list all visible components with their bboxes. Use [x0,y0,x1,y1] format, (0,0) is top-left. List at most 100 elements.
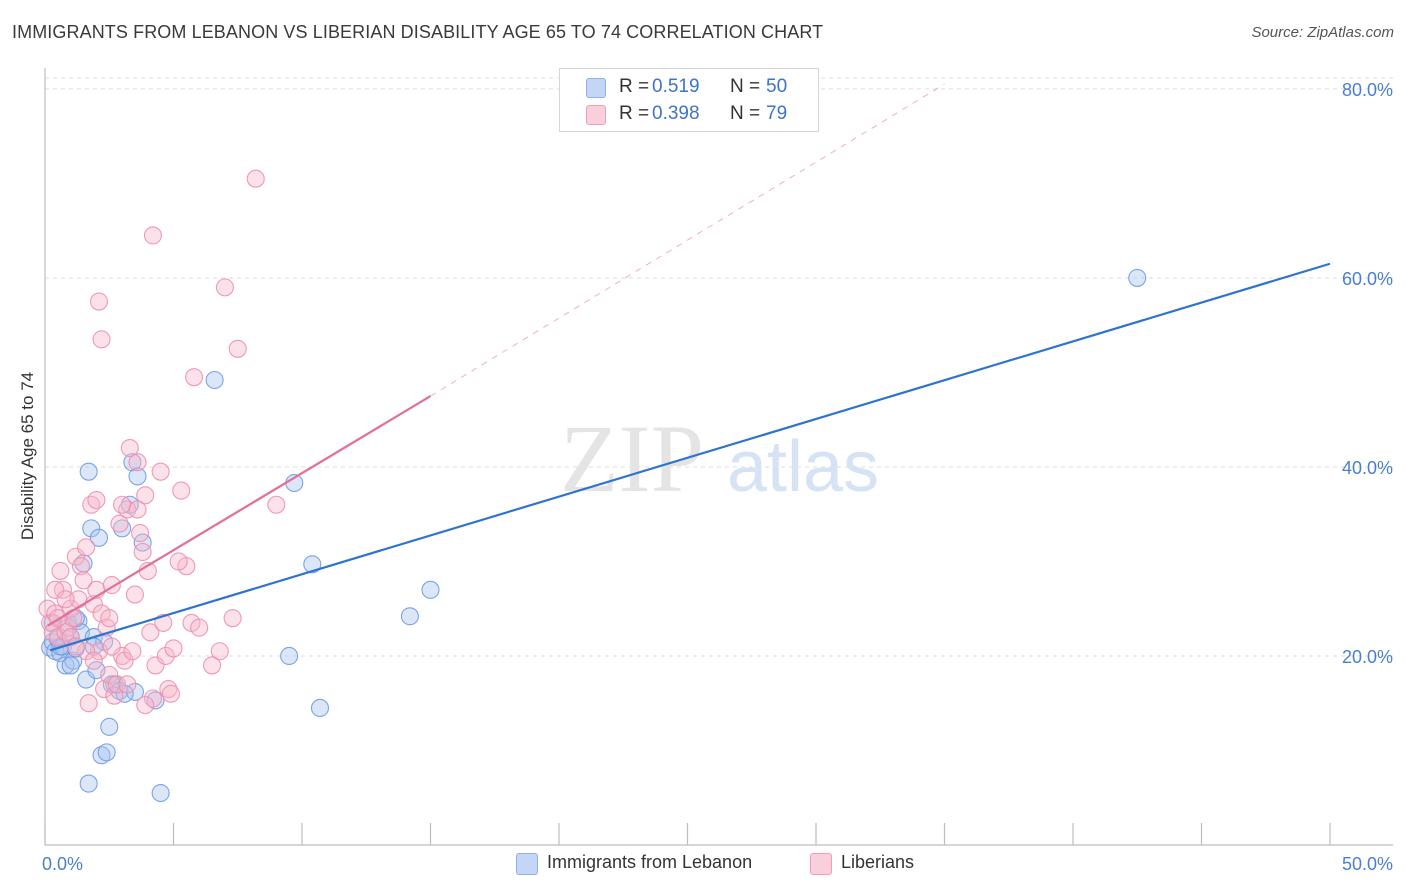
liberians-point [161,684,180,703]
liberians-point [84,651,103,670]
lebanon-point [151,783,170,803]
lebanon-point [97,743,116,762]
legend-r-label: R = [619,103,650,124]
tick-labels: 20.0% 40.0% 60.0% 80.0% 0.0% 50.0% [42,80,1393,874]
chart-title: IMMIGRANTS FROM LEBANON VS LIBERIAN DISA… [12,22,824,42]
liberians-point [185,368,204,387]
liberians-point [105,686,124,705]
liberians-point [89,292,109,311]
lebanon-point [113,519,132,538]
legend-n-label: N = [730,76,761,97]
liberians-trend-extension [430,83,945,397]
liberians-point [110,514,129,533]
liberians-point [102,637,121,656]
watermark: ZIP atlas [560,405,879,512]
bottom-legend-swatch-lebanon [516,853,538,875]
lebanon-point [146,691,165,710]
liberians-point [223,609,242,628]
y-tick-label: 20.0% [1342,647,1393,667]
gridlines [45,77,1393,657]
trend-lines [47,83,1331,652]
liberians-point [203,656,222,675]
lebanon-point [61,656,80,675]
liberians-point [120,438,139,458]
liberians-point [107,675,127,694]
liberians-point [143,689,162,708]
lebanon-point [82,519,101,538]
liberians-point [154,613,173,632]
liberians-point [115,651,134,670]
lebanon-point [280,646,299,666]
watermark-atlas: atlas [727,427,879,507]
lebanon-point [1128,268,1147,287]
bottom-legend-label-lebanon: Immigrants from Lebanon [547,852,753,872]
y-axis-label: Disability Age 65 to 74 [18,372,37,540]
liberians-point [71,557,91,576]
lebanon-point [303,555,322,574]
lebanon-point [79,774,98,793]
liberians-point [156,646,175,666]
liberians-point [51,561,70,580]
lebanon-trend-line [49,262,1331,652]
liberians-point [113,495,132,514]
x-tick-label: 0.0% [42,854,83,874]
legend-r-value: 0.519 [652,76,700,97]
liberians-point [128,500,147,519]
legend-swatch-lebanon [586,78,606,98]
liberians-point [159,680,178,699]
lebanon-point [79,462,98,481]
liberians-point [56,590,75,609]
legend-r-value: 0.398 [652,103,700,124]
liberians-point [100,665,119,684]
source-label: Source: ZipAtlas.com [1251,24,1394,41]
lebanon-point [128,467,147,486]
axes [44,68,1393,846]
legend-n-value: 79 [766,103,788,124]
lebanon-point [92,746,111,765]
liberians-point [136,486,155,505]
liberians-point [123,642,142,661]
liberians-point [190,618,209,637]
liberians-point [118,675,137,694]
liberians-point [77,538,96,557]
liberians-point [143,226,162,245]
liberians-point [141,623,160,642]
legend-r-label: R = [619,76,650,97]
lebanon-point [123,453,142,472]
liberians-point [92,330,111,349]
lebanon-point [421,580,440,599]
legend-n-value: 50 [766,76,788,97]
legend-n-label: N = [730,103,761,124]
liberians-trend-line [47,395,432,627]
y-tick-label: 60.0% [1342,269,1393,289]
liberians-point [164,639,183,658]
lebanon-point [400,607,419,626]
legend-swatch-liberians [586,105,606,125]
y-tick-label: 80.0% [1342,80,1393,100]
liberians-point [131,524,150,543]
lebanon-point [89,528,109,547]
watermark-zip: ZIP [560,405,704,512]
liberians-point [169,552,188,571]
liberians-point [215,278,234,297]
liberians-point [151,462,170,481]
liberians-point [100,609,119,628]
liberians-point [64,609,83,628]
liberians-point [172,481,191,500]
liberians-point [210,642,229,661]
lebanon-point [100,717,119,736]
liberians-point [267,495,286,514]
liberians-point [61,628,80,647]
liberians-point [87,490,106,510]
liberians-point [246,169,265,188]
liberians-point [77,642,96,661]
x-tick-label: 50.0% [1342,854,1393,874]
liberians-point [79,694,98,713]
correlation-legend: R = 0.519 N = 50 R = 0.398 N = 79 [559,68,819,132]
lebanon-point [310,698,330,718]
liberians-point [74,571,93,590]
bottom-legend-swatch-liberians [810,853,832,875]
y-tick-label: 40.0% [1342,458,1393,478]
liberians-point [128,453,147,472]
